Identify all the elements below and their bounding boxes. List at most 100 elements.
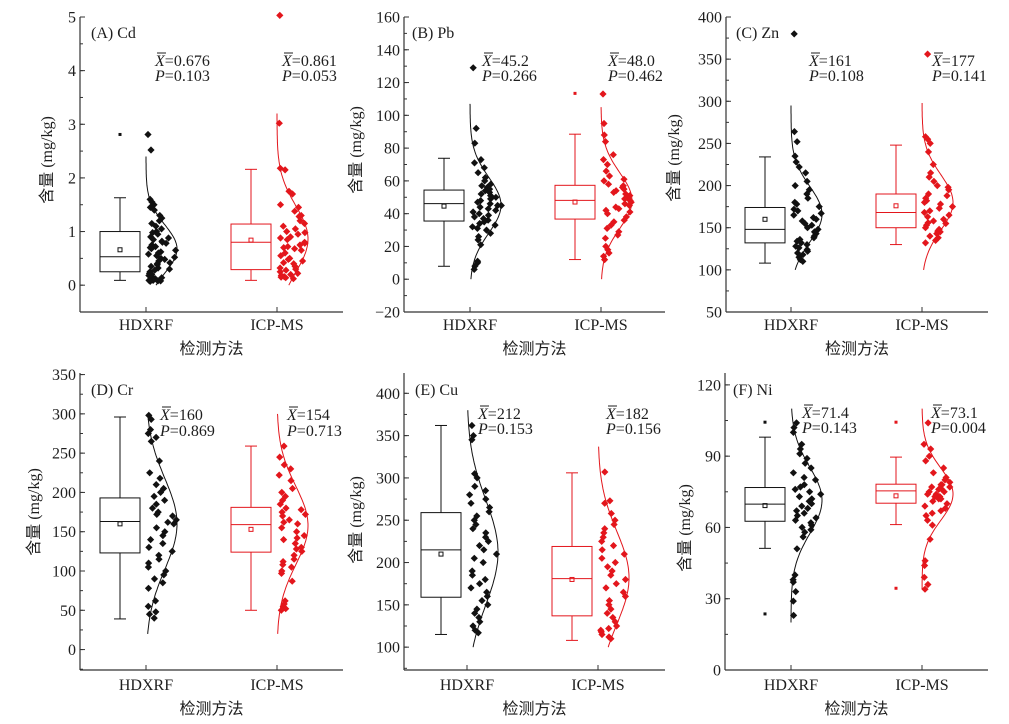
data-point <box>620 216 628 224</box>
data-point <box>486 200 494 208</box>
mean-marker <box>893 493 899 499</box>
mean-marker <box>438 551 444 557</box>
data-point <box>146 426 155 434</box>
mean-symbol: X <box>281 53 293 70</box>
data-point <box>621 592 629 600</box>
data-point <box>604 246 612 254</box>
panel-title: (A) Cd <box>91 25 136 42</box>
data-point <box>598 546 606 554</box>
p-value: 0.143 <box>821 420 857 437</box>
data-point <box>280 536 288 544</box>
outlier-point <box>573 91 577 95</box>
y-tick-label: 200 <box>52 485 76 502</box>
data-point <box>806 488 814 496</box>
mean-marker <box>248 526 254 532</box>
data-point <box>292 265 300 273</box>
data-point <box>933 230 941 238</box>
data-point <box>790 211 798 219</box>
data-point <box>485 508 493 516</box>
data-point <box>290 555 298 563</box>
data-point <box>294 520 302 528</box>
data-point <box>472 520 480 529</box>
data-point <box>161 255 169 263</box>
data-point <box>280 259 288 267</box>
mean-marker <box>572 199 578 205</box>
data-point <box>497 201 505 210</box>
data-point <box>147 262 155 270</box>
mean-symbol: X <box>930 405 942 422</box>
data-point <box>276 11 284 19</box>
data-point <box>282 605 290 613</box>
y-tick-label: 0 <box>68 278 76 295</box>
mean-symbol: X <box>159 407 171 424</box>
data-point <box>935 204 943 212</box>
outlier-point <box>894 420 898 424</box>
data-point <box>921 585 929 593</box>
y-tick-label: 50 <box>706 305 722 322</box>
equals-sign: = <box>488 421 497 438</box>
data-point <box>149 276 157 284</box>
mean-value: 161 <box>828 53 852 70</box>
y-tick-label: 120 <box>697 377 721 394</box>
panel-e: 100 150 200 250 300 350 400 HDXRF ICP-MS 检测方法 含量 (… <box>347 373 665 718</box>
data-point <box>481 187 489 195</box>
data-point <box>282 274 290 282</box>
data-point <box>294 269 302 277</box>
p-symbol: P <box>931 68 942 85</box>
mean-symbol: X <box>477 406 489 423</box>
data-point <box>289 275 297 283</box>
p-annotation: P=0.156 <box>605 421 661 438</box>
data-point <box>482 487 490 495</box>
y-tick-label: 60 <box>705 520 721 537</box>
p-value: 0.103 <box>174 68 210 85</box>
box-iqr <box>230 506 272 553</box>
panel-f: 0 30 60 90 120 HDXRF ICP-MS 检测方法 含量 (mg/kg) (F) N… <box>676 373 988 718</box>
data-point <box>921 561 929 570</box>
data-point <box>930 177 938 185</box>
data-point <box>599 156 608 164</box>
data-point <box>468 436 476 444</box>
mean-annotation: X=0.861 <box>281 53 337 70</box>
data-point <box>492 206 500 214</box>
data-point <box>609 542 618 550</box>
data-point <box>948 203 957 211</box>
equals-sign: = <box>942 68 951 85</box>
data-point <box>615 205 623 213</box>
data-point <box>156 474 164 482</box>
data-point <box>614 231 622 239</box>
data-point <box>144 584 153 592</box>
data-point <box>606 497 614 505</box>
p-symbol: P <box>801 420 812 437</box>
y-tick-label: 120 <box>376 75 400 92</box>
data-point <box>476 219 484 228</box>
data-point <box>598 537 606 545</box>
data-point <box>480 218 488 226</box>
data-point <box>483 592 491 600</box>
mean-value: 212 <box>497 406 521 423</box>
mean-marker <box>117 521 123 527</box>
mean-symbol: X <box>808 53 820 70</box>
data-point <box>925 452 933 460</box>
data-point <box>793 237 801 245</box>
outlier-point <box>763 612 767 616</box>
data-point <box>293 528 301 536</box>
data-point <box>283 227 291 236</box>
equals-sign: = <box>616 406 625 423</box>
mean-annotation: X=0.676 <box>154 53 210 70</box>
data-point <box>153 261 161 269</box>
data-point <box>482 529 490 537</box>
equals-sign: = <box>616 421 625 438</box>
p-value: 0.713 <box>306 423 342 440</box>
x-tick-label: ICP-MS <box>574 317 627 334</box>
data-point <box>598 554 606 562</box>
mean-symbol: X <box>801 405 813 422</box>
data-point <box>607 605 615 613</box>
data-point <box>276 268 284 276</box>
p-symbol: P <box>808 68 819 85</box>
y-tick-label: 60 <box>384 173 400 190</box>
data-point <box>926 232 934 240</box>
data-point <box>796 445 804 453</box>
data-point <box>807 464 815 472</box>
p-annotation: P=0.108 <box>808 68 864 85</box>
